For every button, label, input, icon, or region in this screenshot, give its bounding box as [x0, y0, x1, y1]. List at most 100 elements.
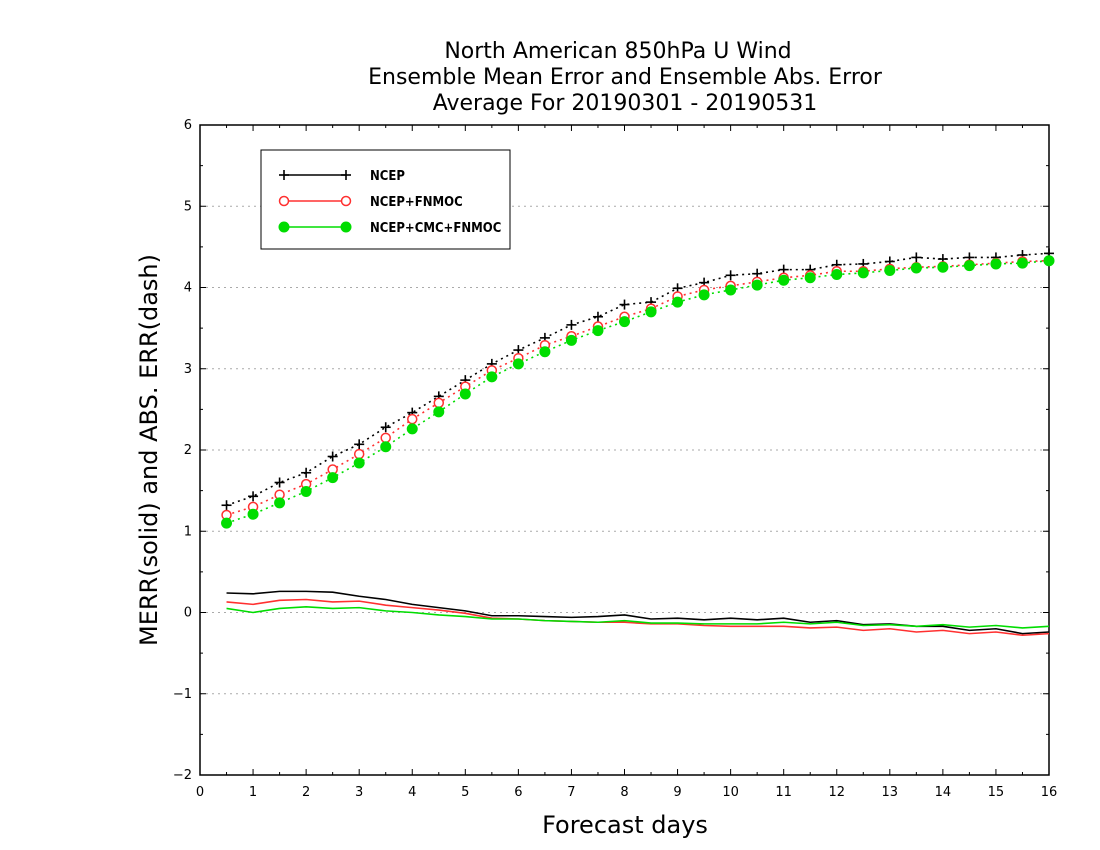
x-tick-label-15: 15 — [988, 785, 1005, 800]
mean-error-line-2 — [226, 606, 1050, 629]
x-tick-label-12: 12 — [828, 785, 845, 800]
abs-error-point-2-1 — [247, 508, 259, 520]
abs-error-point-0-19 — [725, 270, 736, 281]
abs-error-line-0 — [226, 252, 1050, 507]
abs-error-point-0-4 — [327, 451, 338, 462]
legend-marker-right-0 — [341, 170, 351, 180]
y-tick-label-5: 3 — [184, 362, 192, 377]
abs-error-point-2-31 — [1043, 255, 1055, 267]
y-tick-label-6: 4 — [184, 281, 192, 296]
abs-error-point-2-14 — [592, 325, 604, 337]
abs-error-point-2-19 — [725, 284, 737, 296]
y-tick-label-4: 2 — [184, 443, 192, 458]
x-tick-label-14: 14 — [935, 785, 952, 800]
abs-error-point-1-7 — [407, 413, 418, 425]
abs-error-point-2-0 — [221, 517, 233, 529]
x-tick-label-13: 13 — [882, 785, 899, 800]
x-tick-label-0: 0 — [196, 785, 204, 800]
abs-error-point-2-29 — [990, 258, 1002, 270]
y-tick-label-7: 5 — [184, 199, 192, 214]
chart-title: North American 850hPa U Wind Ensemble Me… — [368, 39, 883, 116]
abs-error-point-0-13 — [566, 319, 577, 330]
abs-error-point-0-26 — [911, 252, 922, 263]
abs-error-point-2-20 — [751, 279, 763, 291]
abs-error-point-2-4 — [327, 472, 339, 484]
legend-label-0: NCEP — [370, 169, 405, 184]
x-tick-label-10: 10 — [722, 785, 739, 800]
abs-error-point-2-11 — [512, 358, 524, 370]
legend-label-1: NCEP+FNMOC — [370, 195, 463, 210]
legend-marker-left-2 — [278, 221, 290, 233]
x-tick-label-6: 6 — [514, 785, 522, 800]
abs-error-line-1 — [226, 259, 1050, 516]
x-tick-label-9: 9 — [673, 785, 681, 800]
title-line-3: Average For 20190301 - 20190531 — [433, 91, 818, 116]
y-tick-label-2: 0 — [184, 606, 192, 621]
legend-marker-left-0 — [279, 170, 289, 180]
x-tick-label-5: 5 — [461, 785, 469, 800]
title-line-2: Ensemble Mean Error and Ensemble Abs. Er… — [368, 65, 883, 90]
title-line-1: North American 850hPa U Wind — [444, 39, 791, 64]
mean-error-line-1 — [226, 598, 1050, 637]
x-tick-label-2: 2 — [302, 785, 310, 800]
abs-error-point-2-23 — [831, 269, 843, 280]
abs-error-point-2-13 — [565, 334, 577, 346]
x-tick-label-8: 8 — [620, 785, 628, 800]
legend: NCEP NCEP+FNMOC NCEP+CMC+FNMOC — [260, 149, 511, 250]
x-tick-label-11: 11 — [775, 785, 792, 800]
mean-error-line-0 — [226, 590, 1050, 635]
abs-error-point-1-8 — [433, 397, 445, 409]
abs-error-point-0-5 — [354, 439, 365, 450]
x-tick-label-1: 1 — [249, 785, 257, 800]
series-0 — [221, 248, 1054, 635]
abs-error-point-2-3 — [300, 485, 312, 497]
series-1 — [221, 255, 1055, 637]
abs-error-point-2-24 — [857, 267, 869, 279]
abs-error-point-2-6 — [380, 441, 392, 453]
abs-error-point-2-22 — [804, 272, 816, 284]
abs-error-point-2-9 — [459, 388, 471, 400]
abs-error-point-2-21 — [778, 274, 790, 286]
abs-error-point-2-10 — [486, 371, 498, 383]
abs-error-point-0-2 — [274, 477, 285, 488]
abs-error-point-2-16 — [645, 306, 657, 318]
y-tick-label-8: 6 — [184, 118, 192, 133]
x-tick-label-3: 3 — [355, 785, 363, 800]
abs-error-point-2-15 — [619, 316, 630, 328]
abs-error-point-2-7 — [406, 423, 418, 435]
abs-error-point-0-3 — [301, 467, 312, 478]
x-tick-label-7: 7 — [567, 785, 575, 800]
x-tick-label-4: 4 — [408, 785, 416, 800]
abs-error-point-0-14 — [592, 311, 603, 322]
x-tick-label-16: 16 — [1041, 785, 1058, 800]
abs-error-point-2-8 — [433, 406, 445, 418]
abs-error-point-2-5 — [353, 457, 365, 469]
x-axis-label: Forecast days — [542, 811, 708, 839]
legend-marker-right-2 — [340, 221, 352, 233]
abs-error-point-2-25 — [884, 264, 896, 276]
legend-marker-right-1 — [340, 195, 352, 207]
abs-error-point-0-1 — [248, 491, 259, 502]
abs-error-point-1-6 — [380, 432, 391, 444]
abs-error-point-2-2 — [274, 497, 286, 509]
series-2 — [221, 255, 1055, 629]
y-axis-label: MERR(solid) and ABS. ERR(dash) — [135, 254, 163, 646]
abs-error-point-0-6 — [380, 422, 391, 433]
abs-error-point-0-15 — [619, 299, 630, 310]
abs-error-point-1-5 — [353, 448, 365, 460]
y-tick-label-1: −1 — [173, 687, 192, 702]
abs-error-point-2-30 — [1016, 257, 1028, 269]
abs-error-point-2-18 — [698, 289, 710, 301]
legend-label-2: NCEP+CMC+FNMOC — [370, 221, 501, 236]
abs-error-point-2-17 — [672, 296, 684, 308]
legend-marker-left-1 — [278, 195, 290, 207]
abs-error-point-0-0 — [221, 500, 232, 511]
y-tick-label-3: 1 — [184, 524, 192, 539]
abs-error-line-2 — [226, 259, 1050, 524]
abs-error-point-2-27 — [937, 261, 949, 273]
abs-error-point-2-26 — [910, 262, 922, 274]
series-layer — [221, 248, 1055, 637]
abs-error-point-2-28 — [963, 260, 975, 272]
